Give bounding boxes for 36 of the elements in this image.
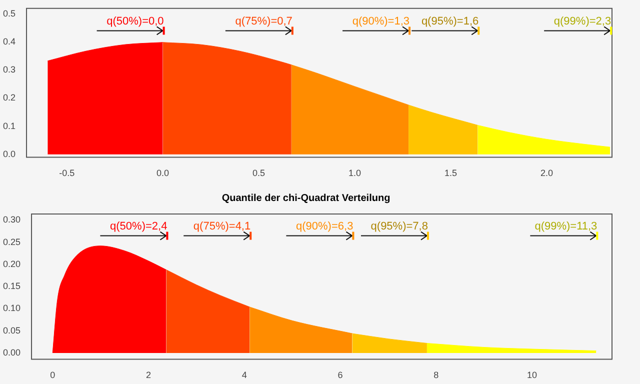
y-tick-label: 0.25 — [2, 236, 21, 247]
x-tick-label: 0.5 — [252, 168, 266, 178]
x-tick-label: 10 — [526, 370, 537, 380]
x-tick-label: 1.5 — [444, 168, 458, 178]
y-tick-label: 0.0 — [2, 148, 16, 159]
x-tick-label: 2 — [146, 370, 151, 380]
y-tick-label: 0.4 — [2, 36, 16, 47]
annotation: q(75%)=4,1 — [193, 220, 251, 232]
annotation: q(50%)=0,0 — [106, 15, 164, 28]
x-tick-label: 1.0 — [348, 168, 362, 178]
y-tick-label: 0.15 — [2, 281, 21, 292]
annotation: q(90%)=1,3 — [352, 15, 410, 28]
annotation: q(90%)=6,3 — [296, 220, 354, 232]
x-tick-label: 8 — [434, 370, 439, 380]
y-tick-label: 0.20 — [2, 258, 21, 269]
x-tick-label: 6 — [338, 370, 343, 380]
annotation: q(99%)=2,3 — [554, 15, 612, 28]
y-tick-label: 0.00 — [2, 347, 21, 358]
y-tick-label: 0.30 — [2, 214, 21, 225]
annotation: q(99%)=11,3 — [534, 220, 598, 232]
y-tick-label: 0.3 — [2, 64, 16, 75]
x-tick-label: -0.5 — [59, 168, 75, 178]
y-tick-label: 0.05 — [2, 325, 21, 336]
y-tick-label: 0.2 — [2, 92, 16, 103]
x-tick-label: 2.0 — [540, 168, 553, 178]
chart-title: Quantile der chi-Quadrat Verteilung — [222, 192, 390, 204]
y-tick-label: 0.10 — [2, 303, 21, 314]
annotation: q(75%)=0,7 — [235, 15, 292, 28]
y-tick-label: 0.1 — [2, 120, 16, 131]
annotation: q(50%)=2,4 — [110, 220, 168, 232]
y-tick-label: 0.5 — [2, 8, 16, 18]
x-tick-label: 4 — [242, 370, 247, 380]
annotation: q(95%)=7,8 — [370, 220, 428, 232]
x-tick-label: 0.0 — [156, 168, 170, 178]
annotation: q(95%)=1,6 — [421, 15, 479, 28]
x-tick-label: 0 — [50, 370, 56, 380]
